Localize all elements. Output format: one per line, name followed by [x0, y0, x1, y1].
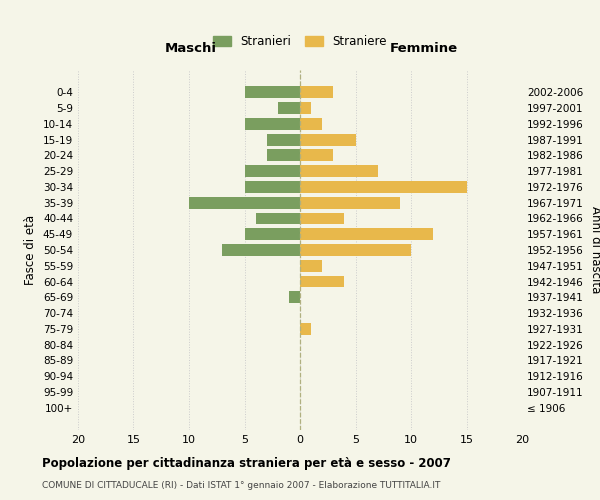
Bar — [300, 276, 344, 287]
Bar — [245, 118, 300, 130]
Bar — [300, 118, 322, 130]
Bar — [300, 150, 334, 162]
Bar — [245, 181, 300, 193]
Bar — [300, 323, 311, 335]
Bar — [300, 134, 355, 145]
Text: Femmine: Femmine — [389, 42, 458, 55]
Bar — [300, 165, 378, 177]
Bar — [300, 102, 311, 114]
Bar — [278, 102, 300, 114]
Text: Maschi: Maschi — [165, 42, 217, 55]
Y-axis label: Fasce di età: Fasce di età — [25, 215, 37, 285]
Bar — [300, 212, 344, 224]
Bar — [300, 197, 400, 208]
Bar — [189, 197, 300, 208]
Bar — [266, 134, 300, 145]
Y-axis label: Anni di nascita: Anni di nascita — [589, 206, 600, 294]
Bar — [300, 244, 411, 256]
Text: COMUNE DI CITTADUCALE (RI) - Dati ISTAT 1° gennaio 2007 - Elaborazione TUTTITALI: COMUNE DI CITTADUCALE (RI) - Dati ISTAT … — [42, 481, 440, 490]
Text: Popolazione per cittadinanza straniera per età e sesso - 2007: Popolazione per cittadinanza straniera p… — [42, 458, 451, 470]
Bar — [300, 228, 433, 240]
Bar — [222, 244, 300, 256]
Legend: Stranieri, Straniere: Stranieri, Straniere — [207, 29, 393, 54]
Bar — [245, 165, 300, 177]
Bar — [289, 292, 300, 303]
Bar — [300, 260, 322, 272]
Bar — [245, 228, 300, 240]
Bar — [245, 86, 300, 98]
Bar — [300, 86, 334, 98]
Bar — [256, 212, 300, 224]
Bar — [300, 181, 467, 193]
Bar — [266, 150, 300, 162]
